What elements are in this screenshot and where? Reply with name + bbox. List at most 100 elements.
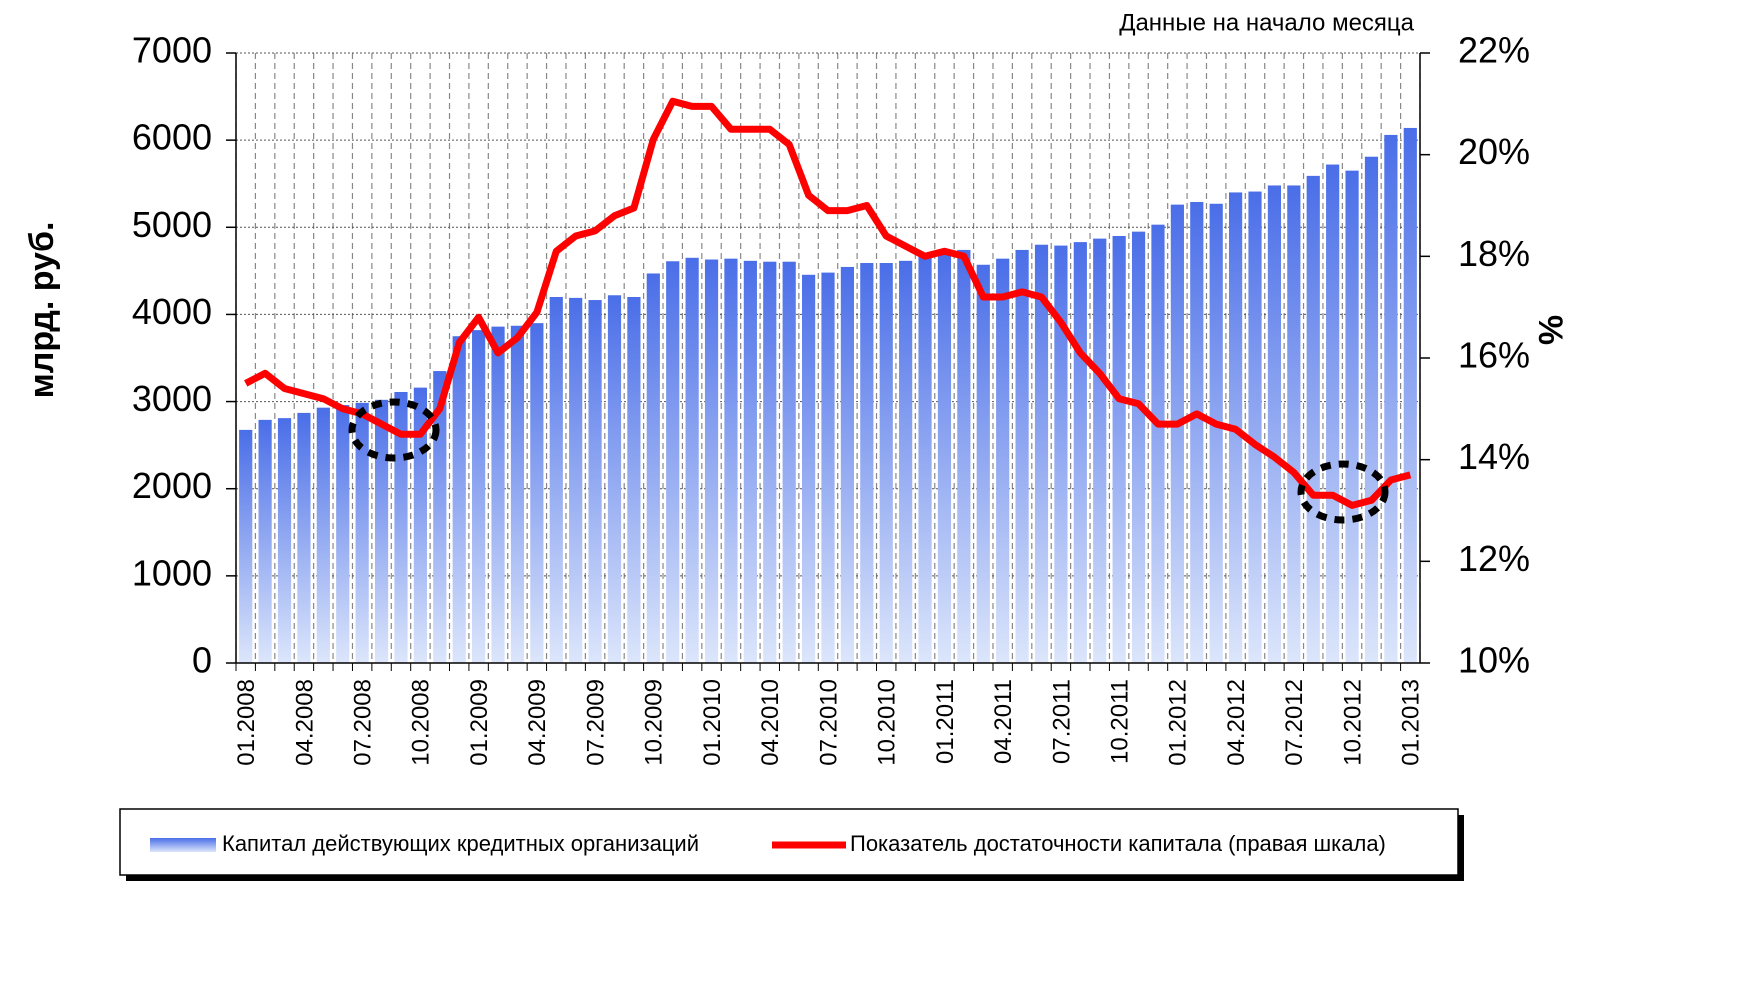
x-tick-label: 01.2010	[699, 679, 726, 766]
highlight-ellipse	[1297, 460, 1389, 524]
x-tick-label: 01.2012	[1165, 679, 1192, 766]
bar	[1170, 204, 1184, 663]
x-tick-label: 04.2010	[757, 679, 784, 766]
bar	[996, 258, 1010, 663]
x-tick-label: 10.2008	[408, 679, 435, 766]
bar	[1015, 249, 1029, 663]
x-tick-label: 07.2012	[1281, 679, 1308, 766]
bar	[879, 263, 893, 663]
y-tick-label: 3000	[132, 378, 212, 419]
bar	[1151, 224, 1165, 663]
x-tick-label: 07.2011	[1048, 679, 1075, 764]
bar	[918, 256, 932, 663]
bar	[1403, 127, 1417, 663]
bar	[1073, 242, 1087, 663]
bar	[491, 326, 505, 663]
line	[244, 97, 1412, 509]
plot-area: 0 1000 2000 3000 4000 5000 6000 7000 10% 12% 14% 16…	[132, 30, 1530, 766]
bar	[821, 272, 835, 663]
x-tick-label: 07.2008	[350, 679, 377, 766]
bar	[1326, 164, 1340, 664]
x-tick-label: 10.2011	[1106, 679, 1133, 764]
legend-label: Капитал действующих кредитных организаци…	[222, 831, 699, 856]
bar	[840, 266, 855, 663]
bar	[588, 300, 602, 663]
bar	[549, 297, 563, 663]
y2-tick-label: 18%	[1458, 233, 1530, 274]
bar	[1345, 170, 1359, 663]
x-tick-label: 04.2009	[524, 679, 551, 766]
bar	[355, 402, 369, 663]
bar	[1267, 185, 1282, 663]
y2-tick-label: 22%	[1458, 30, 1530, 71]
y-tick-label: 5000	[132, 204, 212, 245]
bar	[1364, 156, 1379, 663]
bar	[704, 259, 719, 663]
y2-axis-label: %	[1531, 315, 1569, 345]
bar	[1306, 175, 1320, 663]
legend-label: Показатель достаточности капитала (права…	[850, 831, 1386, 856]
bar	[530, 323, 544, 663]
y2-tick-label: 16%	[1458, 335, 1530, 376]
bar	[801, 274, 816, 663]
bar	[782, 261, 796, 663]
bar	[413, 387, 427, 663]
highlight-ellipse	[348, 398, 440, 462]
bar	[1384, 134, 1398, 663]
bar	[1131, 231, 1146, 663]
bar	[258, 419, 272, 663]
bar	[685, 257, 699, 663]
x-tick-label: 07.2009	[582, 679, 609, 766]
bar	[976, 264, 990, 663]
y-tick-label: 6000	[132, 117, 212, 158]
bar	[957, 249, 971, 663]
y-tick-label: 2000	[132, 465, 212, 506]
y2-tick-label: 12%	[1458, 538, 1530, 579]
bar	[433, 371, 447, 663]
bar	[336, 405, 350, 663]
note: Данные на начало месяца	[1119, 9, 1414, 36]
x-tick-label: 04.2011	[990, 679, 1017, 764]
bar	[277, 418, 292, 663]
x-tick-label: 10.2012	[1339, 679, 1366, 766]
bar	[510, 325, 525, 663]
bar	[899, 260, 913, 663]
y-tick-label: 1000	[132, 552, 212, 593]
bar	[627, 297, 641, 663]
bar	[743, 260, 757, 663]
bar	[1287, 185, 1301, 663]
y2-tick-label: 20%	[1458, 131, 1530, 172]
bar	[1093, 238, 1107, 663]
bar	[607, 295, 622, 663]
y2-tick-label: 14%	[1458, 436, 1530, 477]
y-axis-label: млрд. руб.	[23, 222, 61, 399]
x-tick-label: 10.2010	[874, 679, 901, 766]
y-tick-label: 4000	[132, 291, 212, 332]
bar	[763, 261, 777, 663]
bar	[569, 297, 583, 663]
bar	[1248, 191, 1262, 664]
legend-swatch	[150, 838, 216, 852]
bar	[860, 263, 874, 663]
bar	[724, 258, 738, 663]
y-tick-label: 7000	[132, 30, 212, 71]
y2-tick-label: 10%	[1458, 640, 1530, 681]
bar	[1054, 245, 1068, 664]
y-tick-label: 0	[192, 640, 212, 681]
bar	[646, 273, 660, 663]
bar	[297, 412, 311, 663]
x-tick-label: 01.2011	[932, 679, 959, 764]
x-tick-label: 04.2008	[291, 679, 318, 766]
x-tick-label: 01.2013	[1398, 679, 1425, 766]
bar	[374, 399, 389, 663]
bar	[666, 261, 680, 663]
bar	[452, 336, 466, 663]
bar	[316, 407, 330, 663]
bar	[1112, 236, 1126, 663]
x-tick-label: 01.2009	[466, 679, 493, 766]
bar	[1190, 202, 1204, 663]
bar	[239, 429, 253, 663]
x-tick-label: 07.2010	[815, 679, 842, 766]
bar	[937, 252, 952, 664]
